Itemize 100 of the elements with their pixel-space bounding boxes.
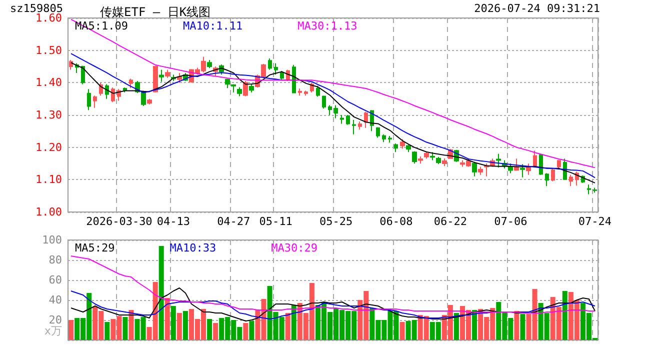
candlestick <box>358 120 362 130</box>
candlestick <box>111 87 115 103</box>
candlestick <box>569 174 573 187</box>
bar <box>291 305 296 340</box>
candlestick <box>394 142 398 153</box>
bar <box>104 322 110 340</box>
y-tick-label: 60 <box>48 274 62 286</box>
candlestick <box>520 164 525 178</box>
candlestick <box>382 134 386 143</box>
y-tick-label: 1.20 <box>36 140 62 154</box>
text: MA10:33 <box>170 242 216 254</box>
bar <box>122 317 128 340</box>
bar <box>68 320 74 340</box>
x-tick-label: 05-11 <box>259 215 292 228</box>
candlestick <box>376 126 380 138</box>
y-tick-label: 1.40 <box>36 76 62 90</box>
candlestick <box>207 60 212 69</box>
candlestick <box>526 163 531 176</box>
candlestick <box>593 187 597 194</box>
candlestick <box>274 62 278 76</box>
bar <box>562 291 568 340</box>
bar <box>454 313 459 340</box>
bar <box>520 314 526 340</box>
candlestick <box>123 87 127 93</box>
candlestick <box>334 104 338 119</box>
bar <box>207 319 212 340</box>
candlestick <box>418 156 423 164</box>
candlestick <box>436 156 441 165</box>
text: MA10:1.11 <box>182 20 243 32</box>
candlestick <box>292 64 296 94</box>
text: 2026-07-24 09:31:21 <box>474 2 600 15</box>
candlestick <box>153 65 158 93</box>
candlestick <box>322 95 326 110</box>
candlestick <box>388 136 392 143</box>
y-tick-label: 40 <box>48 294 62 306</box>
y-tick-label: 1.30 <box>36 108 62 122</box>
candlestick <box>231 84 236 93</box>
x-tick-label: 06-22 <box>434 215 468 228</box>
x-tick-label: 04-27 <box>217 215 250 228</box>
bar <box>243 323 248 340</box>
candlestick <box>243 80 248 97</box>
x-tick-label: 06-08 <box>380 215 413 228</box>
candlestick <box>159 69 164 82</box>
line-series <box>70 256 596 314</box>
candlestick <box>147 98 152 105</box>
bar <box>213 323 218 340</box>
candlestick <box>472 161 477 177</box>
candlestick <box>364 111 368 128</box>
candlestick <box>316 85 320 98</box>
candlestick <box>496 153 501 168</box>
x-tick-label: 07-24 <box>578 215 612 228</box>
bar <box>249 321 254 340</box>
candlestick <box>346 114 350 126</box>
chart-title: 传媒ETF — 日K线图 <box>100 5 211 19</box>
candlestick <box>514 158 519 172</box>
candlestick <box>424 152 429 160</box>
bar <box>400 322 405 340</box>
candlestick <box>557 160 561 169</box>
candlestick <box>400 138 405 150</box>
candlestick <box>430 152 435 161</box>
candlestick <box>533 150 537 168</box>
candlestick <box>328 104 332 116</box>
candlestick <box>225 78 230 89</box>
text: MA30:29 <box>271 242 318 254</box>
candlestick <box>87 88 91 111</box>
candlestick <box>249 84 254 93</box>
x-tick-label: 04-13 <box>156 215 190 228</box>
candlestick <box>280 70 284 80</box>
candlestick <box>177 72 182 84</box>
candlestick <box>352 119 356 135</box>
line-series <box>70 18 596 168</box>
candlestick <box>81 65 85 85</box>
candlestick <box>508 163 513 174</box>
candlestick <box>69 60 73 70</box>
bar <box>514 311 520 340</box>
candlestick <box>304 90 308 96</box>
y-tick-label: 1.60 <box>36 12 62 24</box>
candlestick <box>539 153 543 176</box>
candlestick <box>93 95 97 108</box>
candlestick <box>442 158 447 167</box>
candlestick <box>587 184 591 195</box>
y-axis-title: x万 <box>44 324 62 338</box>
bar <box>182 311 188 340</box>
y-tick-label: 1.00 <box>36 206 62 218</box>
y-tick-label: 1.10 <box>36 173 62 186</box>
y-tick-label: 1.50 <box>36 44 62 57</box>
candlestick <box>268 58 272 70</box>
x-tick-label: 07-06 <box>494 215 528 228</box>
candlestick <box>551 168 555 182</box>
bar <box>176 313 182 340</box>
candlestick <box>340 114 344 124</box>
bar <box>472 310 478 340</box>
y-tick-label: 100 <box>42 234 62 246</box>
bar <box>128 310 134 340</box>
y-tick-label: 80 <box>48 254 62 266</box>
candlestick <box>412 150 417 164</box>
candlestick <box>298 88 302 96</box>
bar <box>158 246 164 340</box>
bar <box>285 313 290 340</box>
candlestick <box>165 69 170 78</box>
